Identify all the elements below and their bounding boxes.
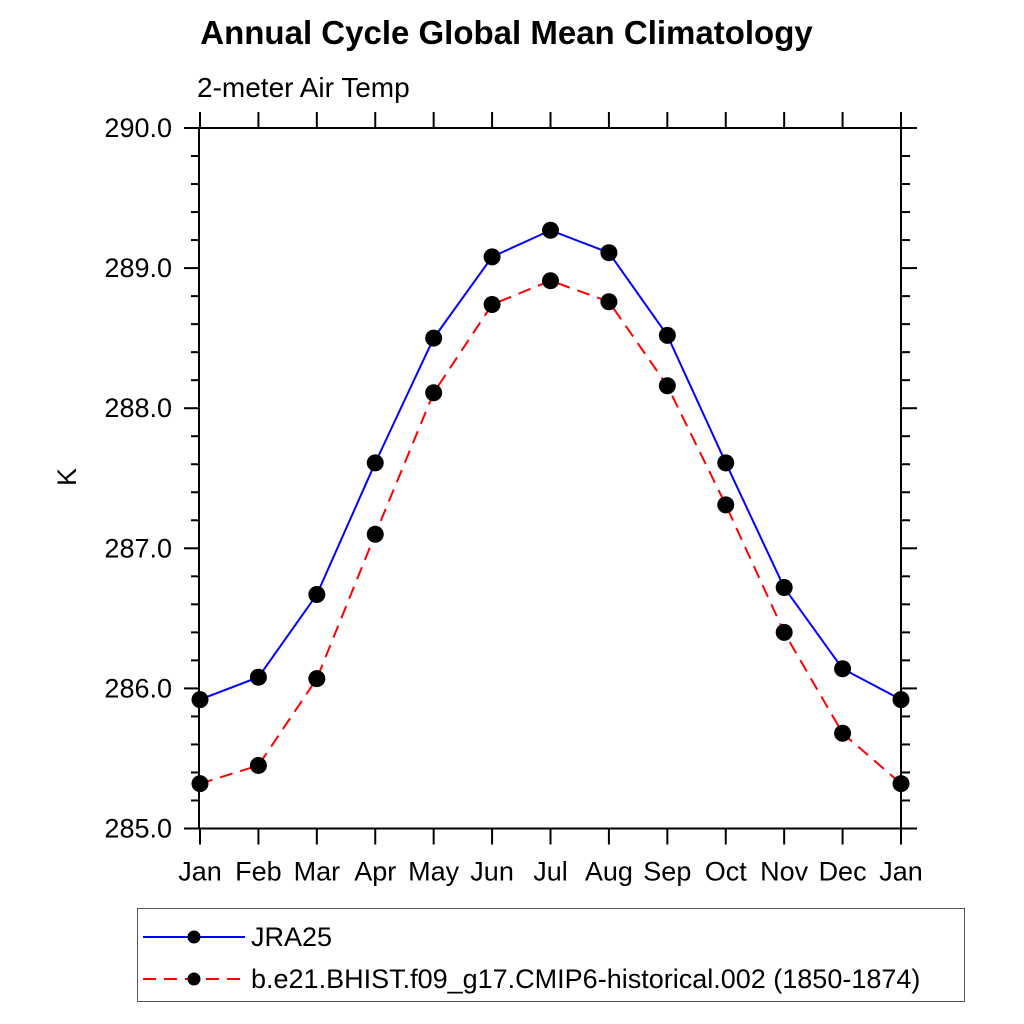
data-point-series-1 <box>892 775 910 793</box>
series-line-0 <box>199 229 902 701</box>
data-point-series-1 <box>658 377 676 395</box>
x-tick-label: Dec <box>819 857 867 887</box>
y-tick-label: 287.0 <box>104 533 172 563</box>
data-point-series-0 <box>775 579 793 597</box>
data-point-series-0 <box>717 454 735 472</box>
data-point-series-0 <box>834 660 852 678</box>
data-point-series-1 <box>834 724 852 742</box>
x-tick-label: Nov <box>760 857 809 887</box>
x-tick-label: Feb <box>235 857 282 887</box>
data-point-series-1 <box>717 496 735 514</box>
legend-marker-icon <box>187 972 201 986</box>
y-tick-label: 286.0 <box>104 673 172 703</box>
legend-marker-icon <box>187 930 201 944</box>
x-tick-label: Sep <box>643 857 691 887</box>
legend: JRA25 b.e21.BHIST.f09_g17.CMIP6-historic… <box>137 908 965 1002</box>
y-tick-label: 285.0 <box>104 814 172 844</box>
data-point-series-1 <box>542 272 559 290</box>
data-point-series-0 <box>191 691 209 709</box>
data-point-series-1 <box>191 775 209 793</box>
data-point-series-0 <box>366 454 384 472</box>
x-tick-label: Jun <box>470 857 514 887</box>
data-point-series-0 <box>658 326 676 344</box>
series-line-1 <box>199 279 902 785</box>
legend-label: JRA25 <box>251 921 333 952</box>
legend-line-sample-solid <box>143 930 245 944</box>
x-tick-label: Aug <box>585 857 633 887</box>
x-tick-label: Apr <box>354 857 396 887</box>
chart-subtitle: 2-meter Air Temp <box>197 72 410 103</box>
data-point-series-0 <box>425 329 443 347</box>
data-point-series-0 <box>483 248 501 266</box>
x-tick-label: Jan <box>879 857 923 887</box>
y-tick-label: 288.0 <box>104 393 172 423</box>
x-tick-label: May <box>408 857 460 887</box>
legend-item-model: b.e21.BHIST.f09_g17.CMIP6-historical.002… <box>141 962 964 996</box>
legend-label: b.e21.BHIST.f09_g17.CMIP6-historical.002… <box>251 963 921 994</box>
x-tick-label: Mar <box>294 857 341 887</box>
data-point-series-0 <box>308 586 326 604</box>
data-point-series-0 <box>249 668 267 686</box>
data-point-series-1 <box>249 756 267 774</box>
data-point-series-1 <box>600 293 618 311</box>
data-point-series-0 <box>600 244 618 262</box>
data-point-series-0 <box>542 221 559 239</box>
legend-line-sample-dashed <box>143 972 245 986</box>
chart-title: Annual Cycle Global Mean Climatology <box>200 14 813 51</box>
data-point-series-1 <box>425 384 443 402</box>
data-point-series-1 <box>775 623 793 641</box>
x-tick-label: Jan <box>178 857 222 887</box>
data-point-series-0 <box>892 691 910 709</box>
x-tick-label: Jul <box>533 857 568 887</box>
x-tick-label: Oct <box>705 857 748 887</box>
y-tick-label: 290.0 <box>104 113 172 143</box>
data-point-series-1 <box>366 525 384 543</box>
data-point-series-1 <box>308 670 326 688</box>
y-tick-label: 289.0 <box>104 253 172 283</box>
legend-item-jra25: JRA25 <box>141 920 964 954</box>
data-point-series-1 <box>483 296 501 314</box>
